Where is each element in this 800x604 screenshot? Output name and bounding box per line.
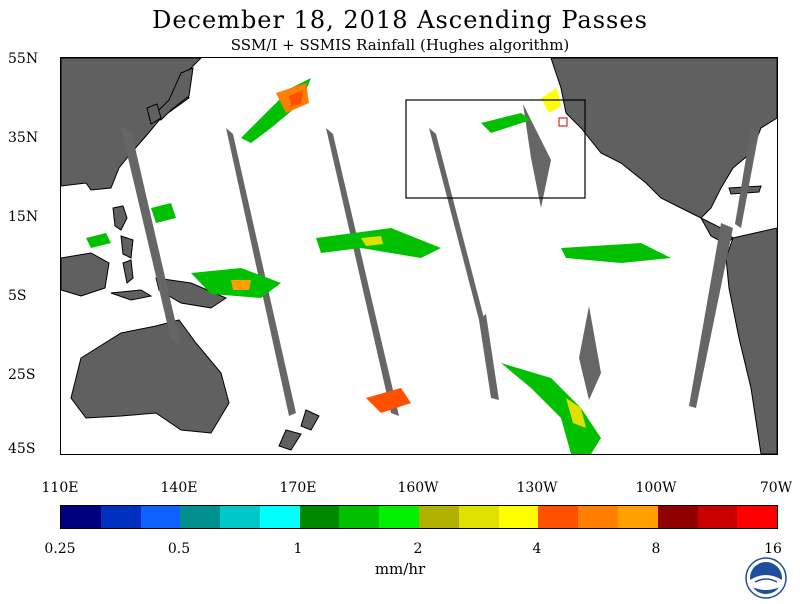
lat-label: 5S xyxy=(8,288,27,304)
lon-label: 170E xyxy=(279,480,317,496)
lat-label: 35N xyxy=(8,130,39,146)
swath-gap xyxy=(429,128,486,326)
lat-label: 45S xyxy=(8,441,36,457)
location-marker xyxy=(558,117,568,127)
rain-patch xyxy=(481,113,531,133)
lon-label: 160W xyxy=(397,480,439,496)
swath-gap xyxy=(326,128,399,416)
rain-patch xyxy=(501,363,601,454)
colorbar-tick-label: 8 xyxy=(651,541,661,557)
colorbar-swatch xyxy=(419,506,459,528)
rain-patch xyxy=(566,398,586,428)
colorbar-swatch xyxy=(140,506,181,528)
philippines-land-2 xyxy=(120,235,134,259)
colorbar-swatch xyxy=(737,506,778,528)
sulawesi-land xyxy=(122,259,134,284)
lon-label: 130W xyxy=(516,480,558,496)
lon-label: 70W xyxy=(759,480,793,496)
colorbar-swatch xyxy=(180,506,221,528)
new-zealand-land xyxy=(300,409,320,431)
colorbar-swatch xyxy=(61,506,101,528)
swath-gap xyxy=(226,128,296,416)
swath-gap xyxy=(523,104,551,208)
colorbar-tick-label: 0.5 xyxy=(167,541,191,557)
colorbar-swatch xyxy=(259,506,300,528)
colorbar-swatch xyxy=(339,506,380,528)
rain-patch xyxy=(361,236,383,246)
swath-gap xyxy=(579,306,601,400)
north-america-land xyxy=(550,58,777,219)
japan-land xyxy=(152,67,194,121)
lat-label: 15N xyxy=(8,209,39,225)
korea-land xyxy=(146,103,162,125)
colorbar-tick-label: 16 xyxy=(764,541,782,557)
land xyxy=(61,58,777,454)
swath-gaps xyxy=(121,104,759,416)
colorbar-units: mm/hr xyxy=(374,560,426,578)
rain-patch xyxy=(86,233,111,248)
rain-patch xyxy=(366,388,411,413)
colorbar-swatch xyxy=(458,506,499,528)
colorbar-tick-label: 1 xyxy=(293,541,303,557)
new-zealand-land-2 xyxy=(278,429,302,451)
rain-patch xyxy=(289,90,303,106)
colorbar-swatch xyxy=(697,506,738,528)
colorbar-swatch xyxy=(379,506,420,528)
australia-land xyxy=(70,319,230,434)
noaa-logo-icon xyxy=(745,557,787,599)
colorbar-tick-label: 0.25 xyxy=(44,541,76,557)
lat-label: 55N xyxy=(8,51,39,67)
colorbar-swatch xyxy=(578,506,618,528)
rain-patch xyxy=(231,280,251,290)
colorbar-tick-label: 2 xyxy=(413,541,423,557)
colorbar-swatch xyxy=(220,506,260,528)
south-america-land xyxy=(725,227,777,454)
lon-label: 100W xyxy=(635,480,677,496)
region-box xyxy=(405,99,586,199)
rain-patch xyxy=(561,243,671,263)
indonesia-land xyxy=(110,289,153,301)
lat-label: 25S xyxy=(8,367,36,383)
colorbar-swatch xyxy=(299,506,340,528)
swath-gap xyxy=(121,128,181,346)
rainfall-map xyxy=(60,57,778,455)
map-title: December 18, 2018 Ascending Passes xyxy=(152,6,648,34)
colorbar-swatch xyxy=(538,506,579,528)
new-guinea-land xyxy=(155,277,228,309)
swath-gap xyxy=(689,223,733,408)
colorbar-tick-label: 4 xyxy=(532,541,542,557)
noaa-logo xyxy=(735,556,797,600)
swath-gap xyxy=(479,314,499,400)
colorbar-swatch xyxy=(498,506,539,528)
colorbar-swatch xyxy=(657,506,698,528)
borneo-land xyxy=(61,252,110,297)
lon-label: 140E xyxy=(160,480,198,496)
map-subtitle: SSM/I + SSMIS Rainfall (Hughes algorithm… xyxy=(230,36,570,54)
colorbar-swatch xyxy=(617,506,658,528)
color-bar xyxy=(60,505,778,529)
map-canvas xyxy=(61,58,777,454)
rainfall-patches xyxy=(86,78,671,454)
colorbar-swatch xyxy=(100,506,141,528)
rain-patch xyxy=(151,203,176,223)
lon-label: 110E xyxy=(41,480,79,496)
swath-gap xyxy=(735,128,759,228)
philippines-land xyxy=(112,205,128,231)
